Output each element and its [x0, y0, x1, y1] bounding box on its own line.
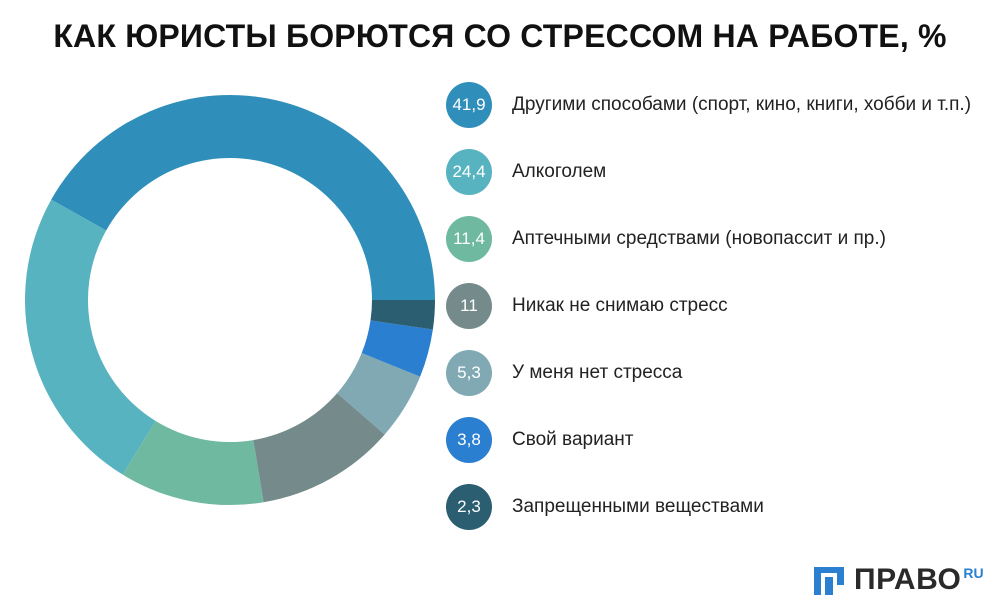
legend-item: 5,3 У меня нет стресса	[446, 350, 986, 396]
legend-value-badge: 11	[446, 283, 492, 329]
donut-slice-4	[337, 353, 421, 435]
donut-chart	[24, 95, 436, 505]
brand-name: ПРАВО	[854, 563, 962, 596]
donut-slice-2	[122, 420, 264, 505]
legend-item: 41,9 Другими способами (спорт, кино, книг…	[446, 82, 986, 128]
legend-label: У меня нет стресса	[512, 362, 683, 383]
legend-label: Свой вариант	[512, 429, 634, 450]
legend-item: 11 Никак не снимаю стресс	[446, 283, 986, 329]
donut-slice-5	[361, 320, 433, 377]
legend-value-badge: 41,9	[446, 82, 492, 128]
legend-label: Алкоголем	[512, 161, 607, 182]
legend-label: Никак не снимаю стресс	[512, 295, 728, 316]
legend-label: Другими способами (спорт, кино, книги, х…	[512, 94, 972, 115]
donut-slice-1	[24, 199, 156, 475]
legend-value-badge: 5,3	[446, 350, 492, 396]
pravo-logo-icon	[814, 567, 844, 595]
legend-value-badge: 24,4	[446, 149, 492, 195]
brand-tld: RU	[963, 565, 984, 581]
donut-slice-6	[370, 300, 435, 330]
legend-item: 24,4 Алкоголем	[446, 149, 986, 195]
legend-value-badge: 11,4	[446, 216, 492, 262]
legend-item: 2,3 Запрещенными веществами	[446, 484, 986, 530]
donut-slice-0	[51, 95, 436, 300]
donut-slice-3	[253, 393, 385, 503]
brand[interactable]: ПРАВО RU	[812, 560, 984, 600]
legend-value-badge: 2,3	[446, 484, 492, 530]
chart-title: КАК ЮРИСТЫ БОРЮТСЯ СО СТРЕССОМ НА РАБОТЕ…	[53, 18, 947, 54]
legend-label: Запрещенными веществами	[512, 496, 764, 517]
legend-item: 11,4 Аптечными средствами (новопассит и п…	[446, 216, 986, 262]
legend-label: Аптечными средствами (новопассит и пр.)	[512, 228, 886, 249]
legend-item: 3,8 Свой вариант	[446, 417, 986, 463]
legend-value-badge: 3,8	[446, 417, 492, 463]
